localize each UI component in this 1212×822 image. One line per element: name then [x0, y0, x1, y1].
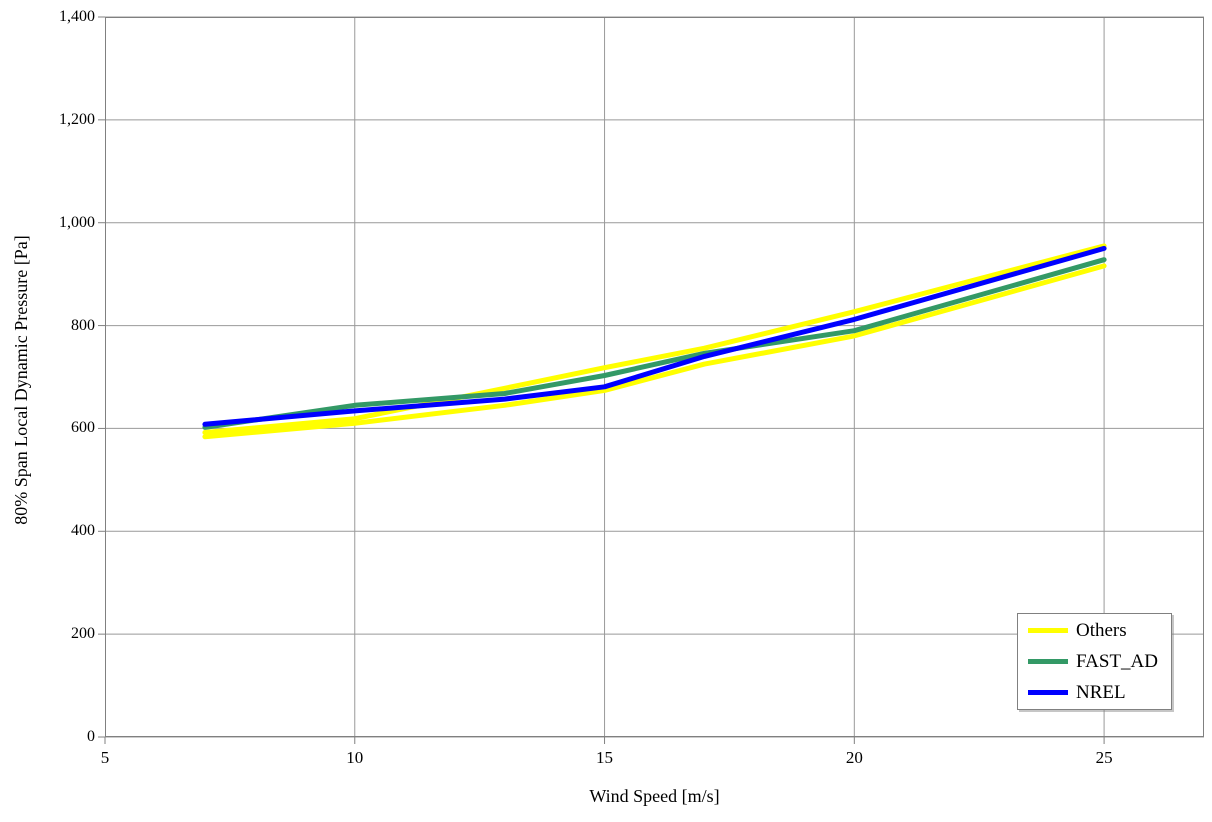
series-line-others [202, 263, 1107, 440]
y-axis-title: 80% Span Local Dynamic Pressure [Pa] [11, 235, 31, 525]
x-axis-tick-label: 15 [596, 748, 614, 767]
y-axis-tick-label: 1,200 [59, 110, 95, 128]
series-line-others [202, 243, 1107, 435]
series-line-nrel [202, 245, 1107, 427]
legend-label-fast-ad: FAST_AD [1076, 650, 1158, 672]
legend-item-nrel: NREL [1018, 677, 1171, 708]
x-axis-tick-label: 25 [1095, 748, 1113, 767]
y-axis-tick-label: 200 [71, 625, 95, 643]
legend: Others FAST_AD NREL [1017, 613, 1172, 710]
x-axis-tick-label: 20 [845, 748, 863, 767]
nrel-line-swatch [1028, 690, 1068, 695]
plot-area [98, 16, 1204, 744]
y-axis-tick-label: 1,000 [59, 213, 95, 231]
y-axis-tick-label: 600 [71, 419, 95, 437]
legend-item-others: Others [1018, 615, 1171, 646]
x-axis-tick-label: 5 [100, 748, 110, 767]
fast-ad-line-swatch [1028, 659, 1068, 664]
others-line-swatch [1028, 628, 1068, 633]
y-axis-tick-label: 0 [87, 728, 95, 745]
y-axis-tick-label: 800 [71, 316, 95, 334]
legend-item-fast-ad: FAST_AD [1018, 646, 1171, 677]
x-axis-title: Wind Speed [m/s] [589, 786, 720, 806]
chart-canvas [98, 16, 1204, 744]
legend-label-nrel: NREL [1076, 681, 1126, 703]
plot-border [105, 17, 1204, 737]
y-axis-tick-label: 1,400 [59, 8, 95, 25]
series-line-fast_ad [202, 257, 1107, 430]
y-axis-tick-label: 400 [71, 522, 95, 540]
legend-label-others: Others [1076, 619, 1127, 641]
x-axis-tick-label: 10 [346, 748, 364, 767]
